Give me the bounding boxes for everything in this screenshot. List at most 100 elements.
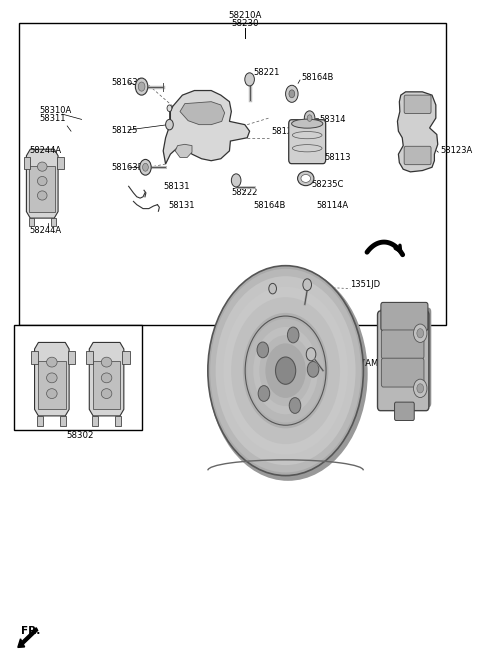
- Ellipse shape: [47, 388, 57, 399]
- Ellipse shape: [37, 176, 47, 186]
- Text: 1351JD: 1351JD: [350, 280, 381, 289]
- Circle shape: [307, 361, 319, 377]
- Text: 58230: 58230: [231, 19, 259, 28]
- Polygon shape: [93, 361, 120, 409]
- Circle shape: [258, 386, 270, 401]
- Text: 58244A: 58244A: [30, 146, 62, 155]
- FancyBboxPatch shape: [31, 351, 38, 364]
- Circle shape: [413, 324, 427, 342]
- Text: 58302: 58302: [66, 431, 94, 440]
- Ellipse shape: [37, 191, 47, 200]
- Ellipse shape: [298, 171, 314, 186]
- FancyBboxPatch shape: [57, 157, 64, 169]
- FancyBboxPatch shape: [395, 402, 414, 420]
- Ellipse shape: [231, 297, 340, 444]
- Text: 58411B: 58411B: [231, 294, 264, 303]
- Polygon shape: [175, 144, 192, 157]
- FancyBboxPatch shape: [381, 330, 424, 359]
- Ellipse shape: [291, 119, 323, 128]
- FancyBboxPatch shape: [60, 416, 66, 426]
- Text: 58113: 58113: [324, 153, 350, 162]
- Text: 58210A: 58210A: [228, 11, 262, 20]
- Ellipse shape: [259, 335, 312, 406]
- FancyBboxPatch shape: [122, 351, 130, 364]
- FancyBboxPatch shape: [29, 218, 34, 226]
- Ellipse shape: [47, 373, 57, 383]
- Text: 58164B: 58164B: [301, 73, 334, 82]
- Circle shape: [306, 348, 316, 361]
- Circle shape: [286, 85, 298, 102]
- Circle shape: [289, 90, 295, 98]
- Circle shape: [417, 329, 423, 338]
- Bar: [19, 23, 446, 325]
- Text: 54562D: 54562D: [288, 276, 321, 285]
- Circle shape: [138, 82, 145, 91]
- FancyBboxPatch shape: [51, 218, 56, 226]
- Text: 58123A: 58123A: [441, 146, 473, 155]
- FancyBboxPatch shape: [68, 351, 75, 364]
- Ellipse shape: [276, 357, 296, 384]
- Text: 1220FS: 1220FS: [274, 371, 305, 380]
- Bar: [14, 325, 142, 430]
- Text: 58131: 58131: [168, 201, 194, 211]
- FancyBboxPatch shape: [380, 308, 431, 407]
- Ellipse shape: [243, 313, 328, 428]
- Circle shape: [166, 119, 173, 130]
- Text: 58125: 58125: [111, 126, 138, 135]
- Circle shape: [307, 115, 312, 121]
- FancyBboxPatch shape: [37, 416, 43, 426]
- Text: 58311: 58311: [39, 113, 66, 123]
- Ellipse shape: [216, 276, 356, 465]
- FancyBboxPatch shape: [24, 157, 30, 169]
- Text: FR.: FR.: [21, 626, 40, 636]
- Polygon shape: [89, 342, 124, 416]
- Polygon shape: [35, 342, 69, 416]
- Text: 58114A: 58114A: [317, 201, 349, 211]
- Circle shape: [304, 111, 315, 125]
- Polygon shape: [163, 91, 250, 164]
- Polygon shape: [180, 102, 225, 125]
- Ellipse shape: [47, 357, 57, 367]
- Text: 58235C: 58235C: [311, 180, 343, 190]
- Ellipse shape: [37, 162, 47, 171]
- Text: 58221: 58221: [253, 68, 279, 77]
- FancyArrow shape: [18, 628, 37, 647]
- Polygon shape: [397, 92, 438, 172]
- Text: 58131: 58131: [163, 182, 190, 191]
- Polygon shape: [26, 150, 58, 218]
- Circle shape: [289, 398, 301, 413]
- Ellipse shape: [208, 266, 363, 476]
- Ellipse shape: [210, 269, 361, 472]
- FancyBboxPatch shape: [86, 351, 93, 364]
- Text: 58310A: 58310A: [39, 106, 72, 115]
- Ellipse shape: [262, 339, 309, 402]
- Ellipse shape: [101, 357, 112, 367]
- Circle shape: [245, 73, 254, 86]
- FancyBboxPatch shape: [115, 416, 121, 426]
- Text: 58125F: 58125F: [272, 127, 303, 136]
- Text: 58222: 58222: [231, 188, 258, 197]
- Text: 58163B: 58163B: [112, 78, 144, 87]
- Circle shape: [143, 163, 148, 171]
- Ellipse shape: [301, 174, 311, 182]
- Ellipse shape: [208, 267, 368, 481]
- Polygon shape: [38, 361, 66, 409]
- Circle shape: [288, 327, 299, 343]
- Text: 1067AM: 1067AM: [344, 359, 378, 368]
- FancyBboxPatch shape: [381, 358, 424, 387]
- Text: 58314: 58314: [319, 115, 346, 124]
- Circle shape: [269, 283, 276, 294]
- Polygon shape: [29, 166, 55, 211]
- Circle shape: [257, 342, 269, 358]
- Circle shape: [167, 105, 172, 112]
- Circle shape: [413, 379, 427, 398]
- Ellipse shape: [253, 327, 318, 415]
- Circle shape: [417, 384, 423, 393]
- Ellipse shape: [265, 343, 306, 398]
- Ellipse shape: [247, 319, 324, 422]
- Ellipse shape: [254, 329, 317, 413]
- FancyBboxPatch shape: [404, 95, 431, 113]
- FancyBboxPatch shape: [377, 311, 429, 411]
- Text: 58244A: 58244A: [30, 226, 62, 236]
- FancyBboxPatch shape: [381, 302, 428, 331]
